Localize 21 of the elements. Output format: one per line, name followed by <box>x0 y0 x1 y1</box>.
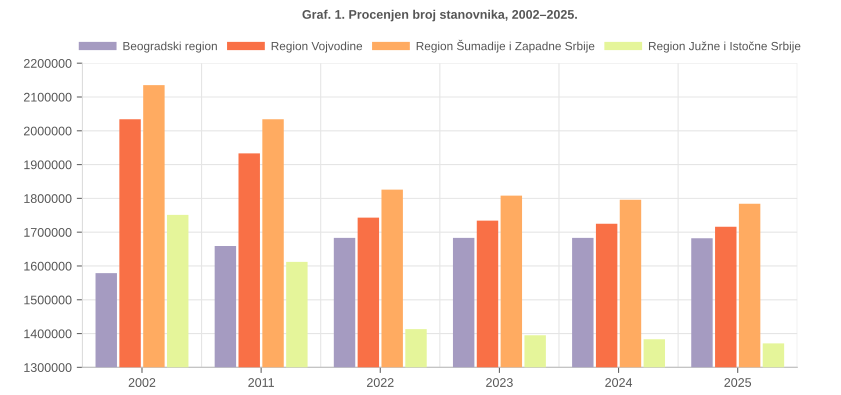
chart-title: Graf. 1. Procenjen broj stanovnika, 2002–2025. <box>302 10 577 22</box>
y-tick-label: 1600000 <box>24 262 72 271</box>
y-tick-label: 1800000 <box>24 194 72 204</box>
y-tick-label: 2200000 <box>24 59 72 68</box>
y-tick-label: 1500000 <box>24 296 72 304</box>
legend-label: Region Južne i Istočne Srbije <box>648 42 800 53</box>
y-tick-label: 1700000 <box>24 228 72 237</box>
x-tick-label: 2002 <box>128 378 156 387</box>
x-tick-label: 2022 <box>367 378 394 387</box>
x-tick-label: 2024 <box>605 378 632 387</box>
y-tick-label: 1300000 <box>24 363 72 372</box>
y-tick-label: 2100000 <box>24 92 72 102</box>
y-tick-label: 1900000 <box>24 160 72 170</box>
legend-label: Beogradski region <box>123 42 217 53</box>
legend-label: Region Vojvodine <box>272 42 362 53</box>
x-tick-label: 2023 <box>486 378 513 387</box>
x-tick-label: 2025 <box>724 378 752 387</box>
y-tick-label: 2000000 <box>24 126 72 136</box>
x-tick-label: 2011 <box>248 378 274 387</box>
y-tick-label: 1400000 <box>24 329 72 338</box>
legend-label: Region Šumadije i Zapadne Srbije <box>416 40 594 53</box>
